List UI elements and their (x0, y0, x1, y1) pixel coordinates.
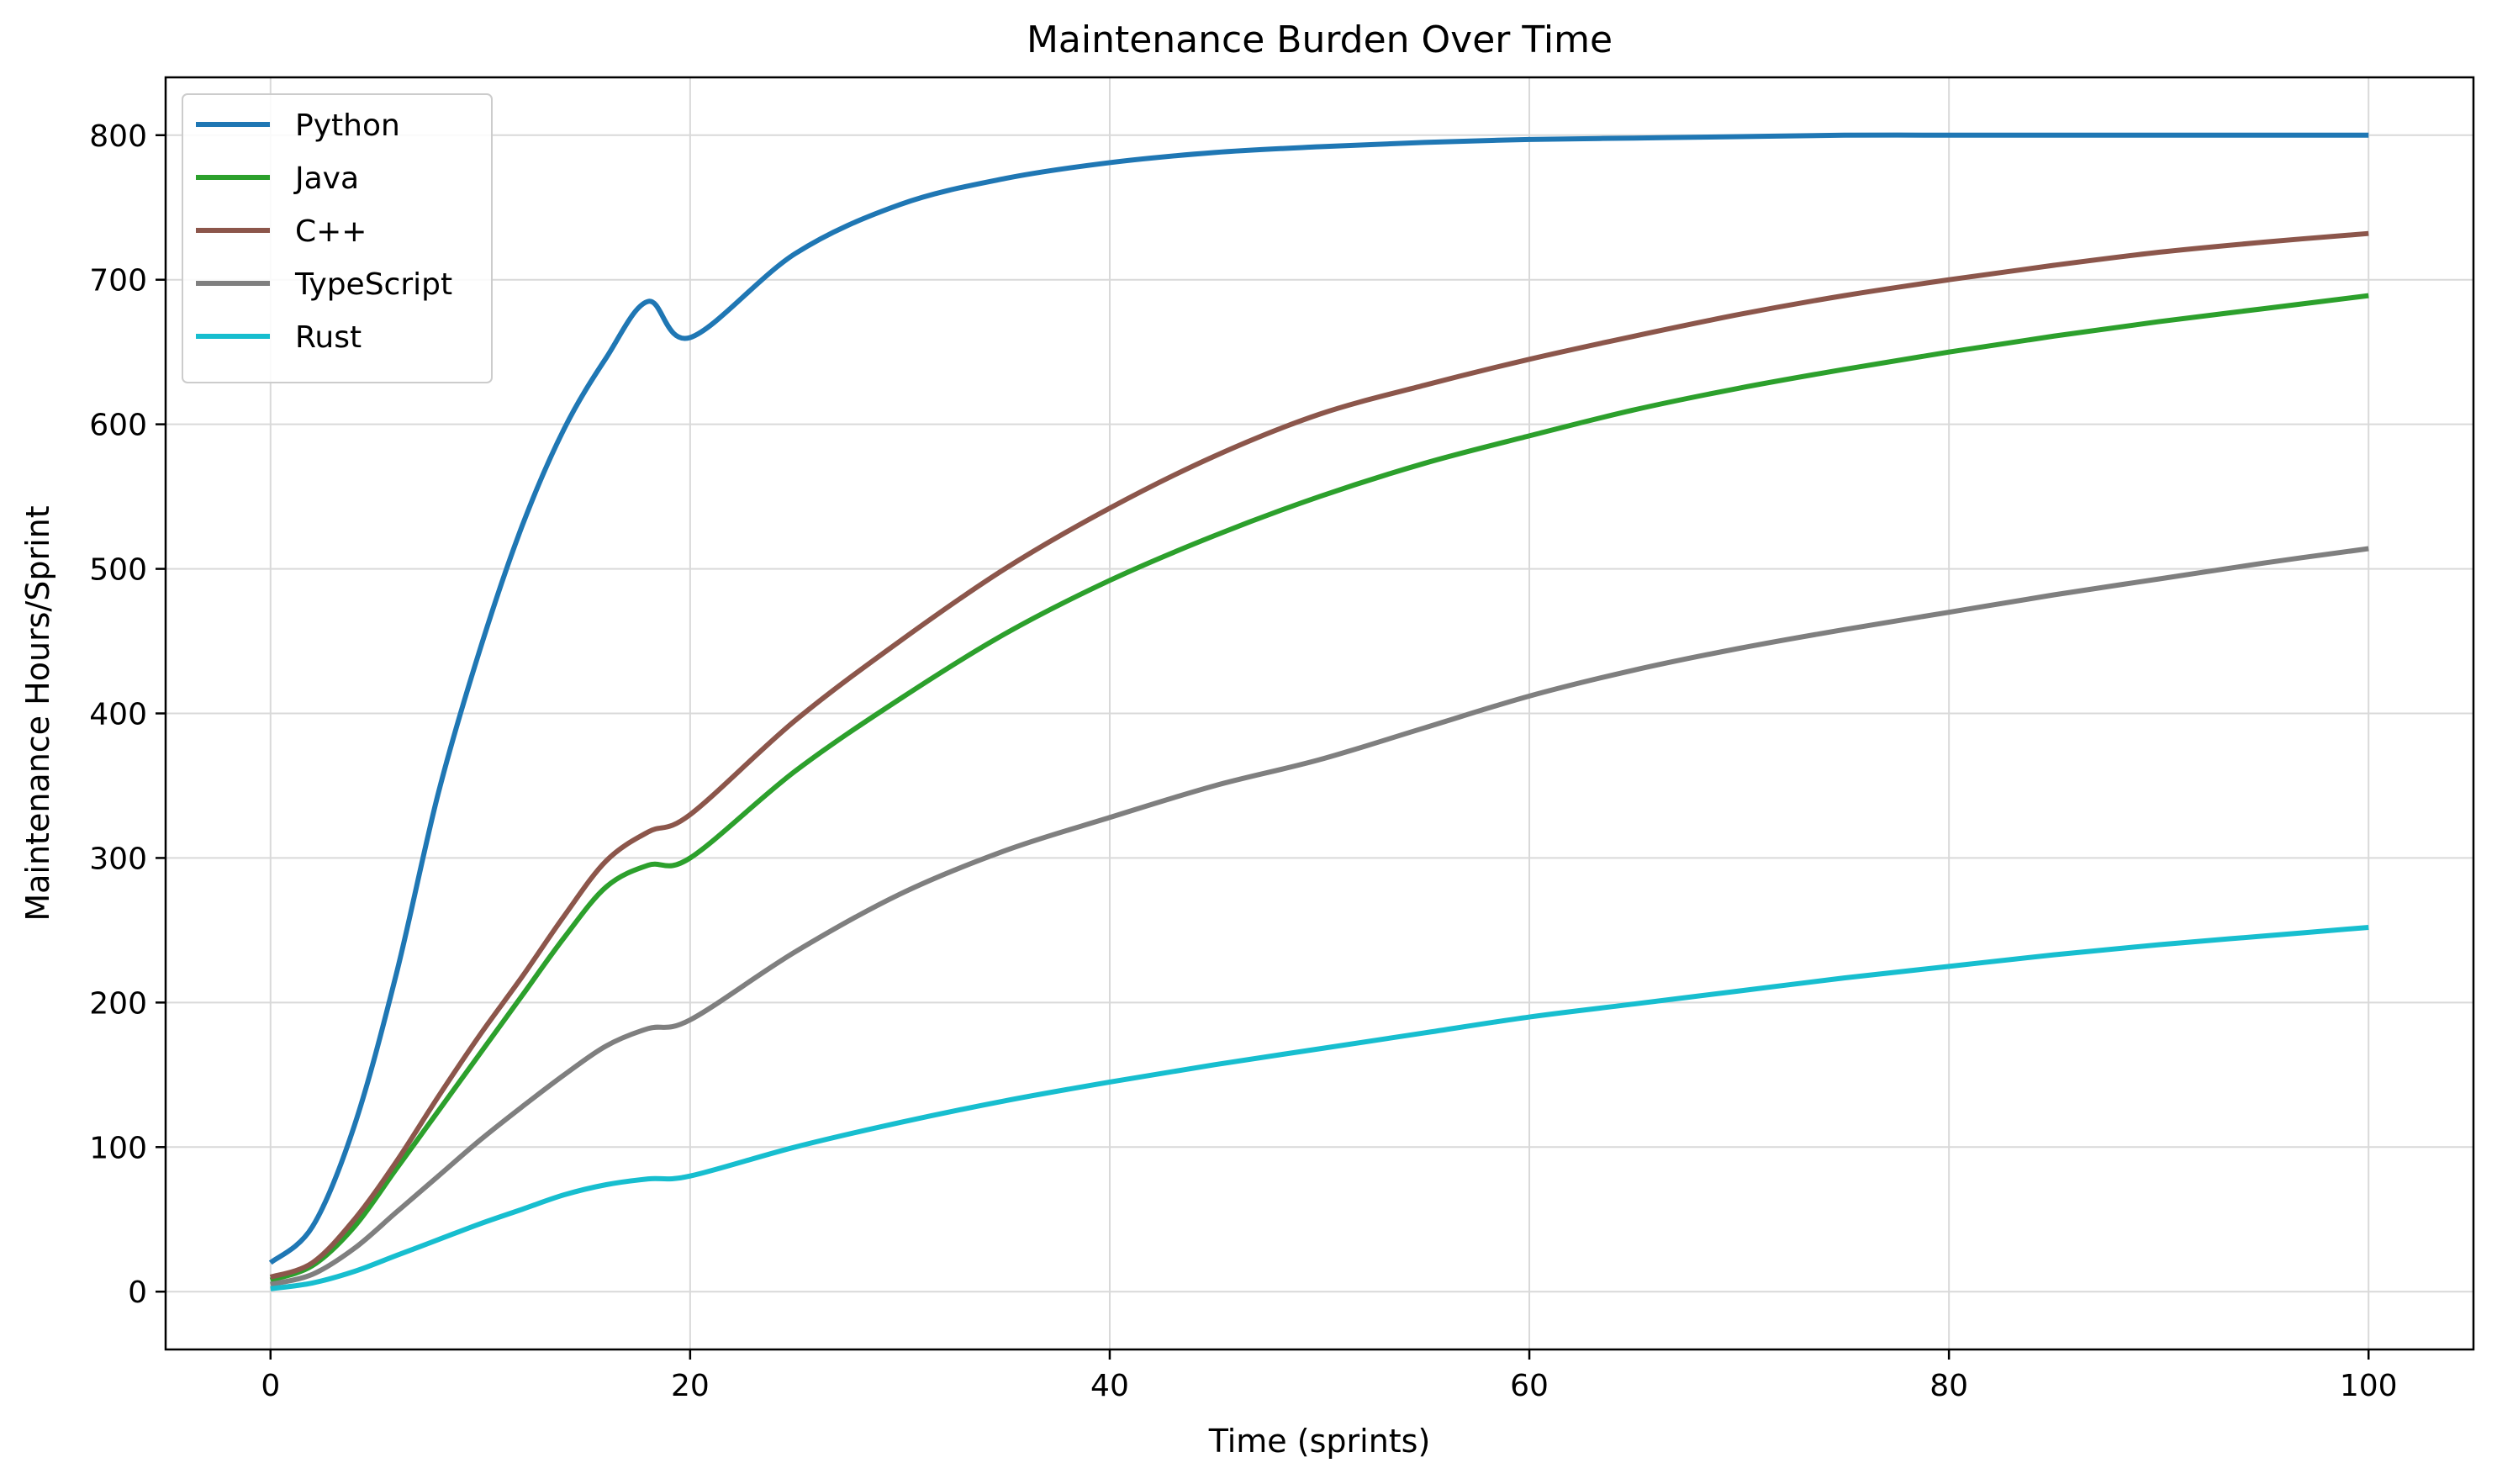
legend-box (182, 93, 493, 383)
series-line-python (268, 132, 2369, 1265)
series-line-java (269, 293, 2369, 1283)
x-tick-label: 60 (1510, 1369, 1549, 1403)
x-axis-ticks: 0 20 40 60 80 100 (261, 1349, 2398, 1403)
y-tick-label: 200 (89, 986, 147, 1021)
legend-label-typescript: TypeScript (294, 267, 452, 302)
legend-label-rust: Rust (295, 320, 362, 355)
legend: Python Java C++ TypeScript Rust (182, 93, 493, 383)
series-line-cpp (269, 230, 2369, 1280)
y-axis-label: Maintenance Hours/Sprint (19, 505, 56, 921)
grid (166, 77, 2473, 1349)
x-axis-label: Time (sprints) (1208, 1423, 1431, 1460)
y-tick-label: 0 (128, 1275, 147, 1310)
y-tick-label: 400 (89, 698, 147, 732)
y-tick-label: 600 (89, 409, 147, 443)
y-tick-label: 800 (89, 119, 147, 154)
series-line-typescript (270, 546, 2369, 1287)
x-tick-label: 100 (2340, 1369, 2398, 1403)
x-tick-label: 20 (671, 1369, 710, 1403)
x-tick-label: 40 (1090, 1369, 1129, 1403)
y-tick-label: 700 (89, 264, 147, 298)
legend-label-python: Python (295, 108, 400, 143)
y-axis-ticks: 0 100 200 300 400 500 600 700 800 (89, 119, 166, 1310)
chart-title: Maintenance Burden Over Time (1027, 18, 1613, 61)
y-tick-label: 500 (89, 553, 147, 588)
y-tick-label: 300 (89, 842, 147, 876)
x-tick-label: 80 (1930, 1369, 1968, 1403)
x-tick-label: 0 (261, 1369, 280, 1403)
series-line-rust (270, 924, 2369, 1291)
legend-label-cpp: C++ (295, 214, 367, 249)
series-lines (268, 132, 2369, 1291)
legend-label-java: Java (293, 161, 359, 196)
y-tick-label: 100 (89, 1131, 147, 1165)
